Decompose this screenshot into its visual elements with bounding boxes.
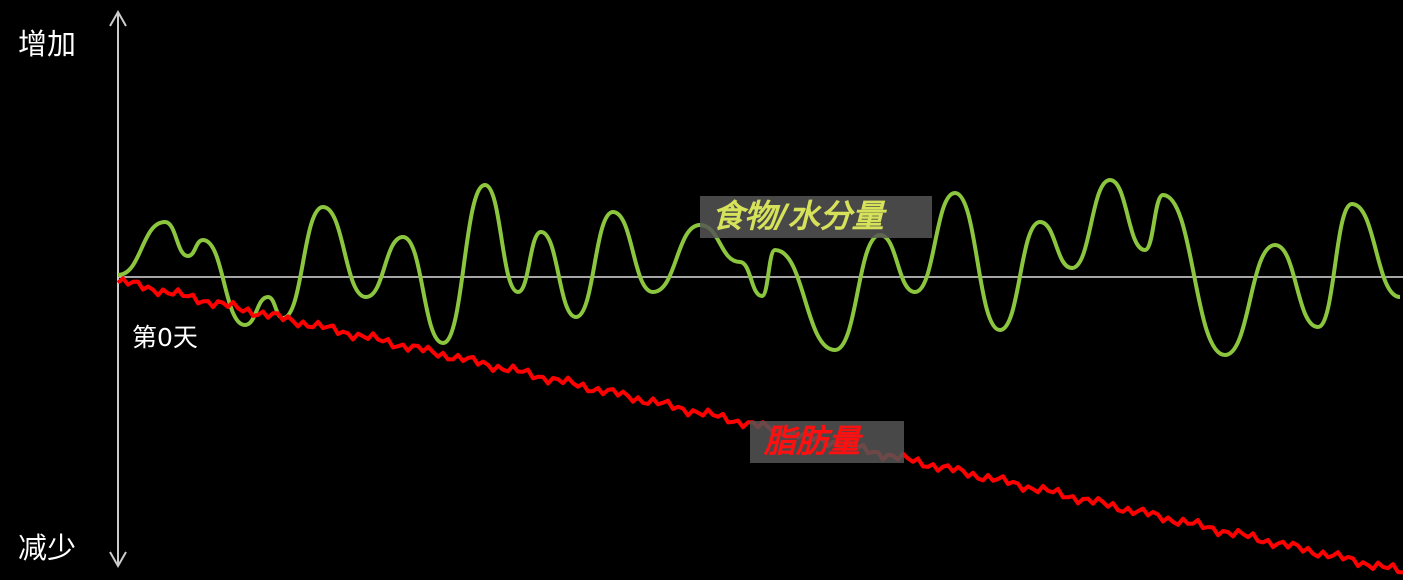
series-label: 脂肪量 bbox=[763, 422, 864, 460]
top-label: 增加 bbox=[18, 27, 76, 61]
series-label: 食物/水分量 bbox=[712, 197, 888, 235]
arrow-down bbox=[109, 551, 127, 569]
origin-label: 第0天 bbox=[132, 323, 198, 352]
label-box bbox=[750, 421, 904, 463]
food-water-curve bbox=[117, 178, 1401, 357]
arrow-up bbox=[109, 9, 127, 27]
label-box bbox=[700, 196, 932, 238]
bottom-label: 减少 bbox=[18, 531, 76, 565]
